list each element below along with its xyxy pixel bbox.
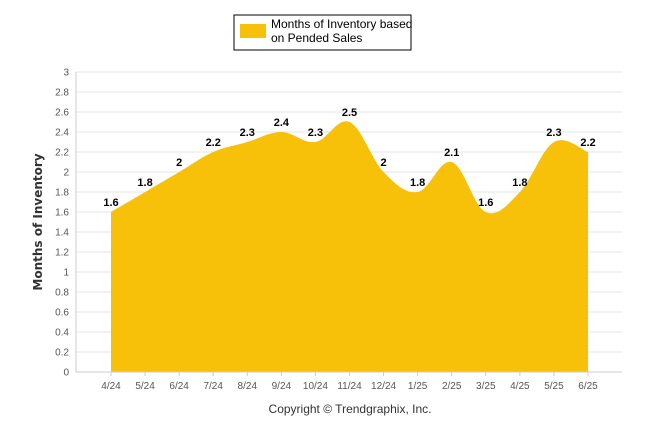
x-tick-label: 5/25 [544, 381, 564, 392]
data-label: 1.6 [478, 197, 493, 209]
copyright-footer: Copyright © Trendgraphix, Inc. [269, 402, 432, 416]
y-tick-label: 0.6 [55, 308, 69, 319]
data-label: 1.8 [512, 177, 527, 189]
y-tick-label: 1 [63, 268, 69, 279]
legend-swatch [240, 24, 266, 38]
axes [75, 72, 622, 376]
y-tick-label: 2 [63, 168, 69, 179]
y-tick-label: 2.4 [55, 128, 69, 139]
x-tick-labels: 4/24 5/24 6/24 7/24 8/24 9/24 10/24 11/24 12/24 1… [101, 381, 598, 392]
legend: Months of Inventory based on Pended Sale… [233, 14, 412, 51]
y-tick-label: 1.4 [55, 228, 69, 239]
x-tick-label: 3/25 [476, 381, 496, 392]
x-tick-label: 12/24 [371, 381, 396, 392]
data-label: 2.3 [240, 127, 255, 139]
y-tick-label: 1.2 [55, 248, 69, 259]
data-label: 2.2 [580, 137, 595, 149]
y-tick-label: 2.2 [55, 148, 69, 159]
y-tick-label: 1.8 [55, 188, 69, 199]
data-label: 1.8 [410, 177, 425, 189]
data-label: 2.4 [274, 117, 290, 129]
inventory-area [111, 121, 588, 372]
x-tick-label: 6/25 [578, 381, 598, 392]
data-label: 1.6 [103, 197, 118, 209]
y-tick-label: 3 [63, 68, 69, 79]
data-label: 2 [381, 157, 387, 169]
x-tick-label: 2/25 [442, 381, 462, 392]
legend-label-line1: Months of Inventory based [271, 17, 412, 31]
y-tick-label: 1.6 [55, 208, 69, 219]
x-tick-label: 7/24 [203, 381, 223, 392]
y-tick-labels: 0 0.2 0.4 0.6 0.8 1 1.2 1.4 1.6 1.8 2 2.2 2.4 2.6 2.8 3 [55, 68, 69, 379]
data-label: 1.8 [137, 177, 152, 189]
y-tick-label: 0.4 [55, 328, 69, 339]
data-label: 2.2 [206, 137, 221, 149]
data-label: 2 [176, 157, 182, 169]
y-tick-label: 0 [63, 368, 69, 379]
y-tick-label: 2.6 [55, 108, 69, 119]
x-tick-label: 5/24 [135, 381, 155, 392]
data-label: 2.3 [308, 127, 323, 139]
x-tick-label: 4/25 [510, 381, 530, 392]
area-series [111, 121, 588, 372]
data-labels: 1.6 1.8 2 2.2 2.3 2.4 2.3 2.5 2 1.8 2.1 1.6 1.8 2.3 2.… [103, 107, 595, 209]
data-label: 2.1 [444, 147, 459, 159]
x-tick-label: 10/24 [303, 381, 328, 392]
x-tick-label: 6/24 [169, 381, 189, 392]
data-label: 2.5 [342, 107, 357, 119]
x-tick-label: 4/24 [101, 381, 121, 392]
legend-label-line2: on Pended Sales [271, 31, 362, 45]
x-tick-label: 1/25 [408, 381, 428, 392]
y-tick-label: 0.8 [55, 288, 69, 299]
y-axis-title: Months of Inventory [31, 153, 45, 290]
x-tick-label: 8/24 [238, 381, 258, 392]
data-label: 2.3 [546, 127, 561, 139]
y-tick-label: 0.2 [55, 348, 69, 359]
x-tick-label: 9/24 [272, 381, 292, 392]
y-tick-label: 2.8 [55, 88, 69, 99]
x-tick-label: 11/24 [337, 381, 362, 392]
